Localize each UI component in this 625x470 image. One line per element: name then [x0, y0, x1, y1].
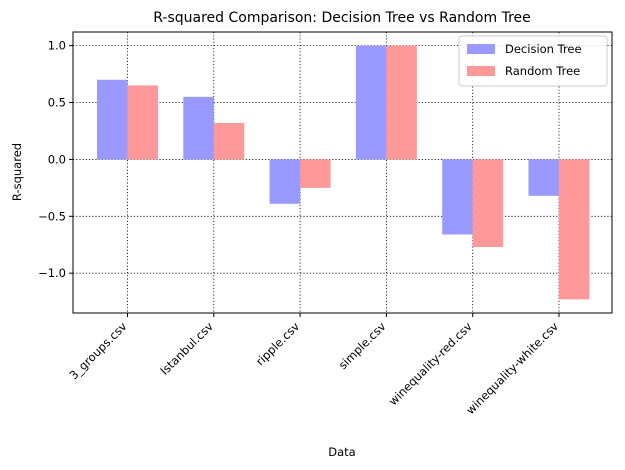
- bar-decision-tree-2: [269, 159, 301, 204]
- x-tick-label: 3_groups.csv: [67, 319, 130, 382]
- x-tick-label: simple.csv: [336, 319, 389, 372]
- x-tick-label: ripple.csv: [253, 319, 302, 368]
- bar-random-tree-2: [300, 159, 331, 188]
- bar-random-tree-5: [559, 159, 590, 300]
- bar-random-tree-3: [386, 45, 417, 160]
- y-tick-label: 0.0: [48, 152, 66, 166]
- y-tick-label: −1.0: [38, 266, 66, 280]
- bar-random-tree-4: [472, 159, 504, 248]
- bar-decision-tree-1: [183, 96, 214, 160]
- bar-decision-tree-5: [528, 159, 559, 196]
- x-tick-label: winequality-white.csv: [463, 319, 561, 417]
- legend-label-random-tree: Random Tree: [505, 64, 580, 78]
- x-tick-label: Istanbul.csv: [157, 319, 216, 378]
- bar-decision-tree-0: [97, 79, 128, 160]
- y-axis-label: R-squared: [10, 143, 24, 201]
- y-tick-label: 1.0: [48, 39, 66, 53]
- legend-label-decision-tree: Decision Tree: [505, 42, 582, 56]
- chart-title: R-squared Comparison: Decision Tree vs R…: [153, 10, 531, 26]
- bar-random-tree-0: [127, 85, 158, 160]
- x-axis-label: Data: [328, 445, 355, 459]
- legend-box: [458, 35, 608, 87]
- y-tick-label: −0.5: [38, 209, 66, 223]
- bar-decision-tree-4: [442, 159, 473, 235]
- legend-swatch-random-tree: [467, 66, 495, 76]
- legend-swatch-decision-tree: [467, 44, 495, 54]
- x-tick-label: winequality-red.csv: [386, 319, 475, 408]
- plot-area: −1.0 −0.5 0.0 0.5 1.0 3_groups.csv Istanbul.cs…: [38, 31, 613, 417]
- axes-frame: [72, 31, 613, 314]
- bar-decision-tree-3: [355, 45, 387, 160]
- y-tick-label: 0.5: [48, 96, 66, 110]
- legend: Decision Tree Random Tree: [458, 35, 608, 87]
- bar-random-tree-1: [213, 123, 245, 160]
